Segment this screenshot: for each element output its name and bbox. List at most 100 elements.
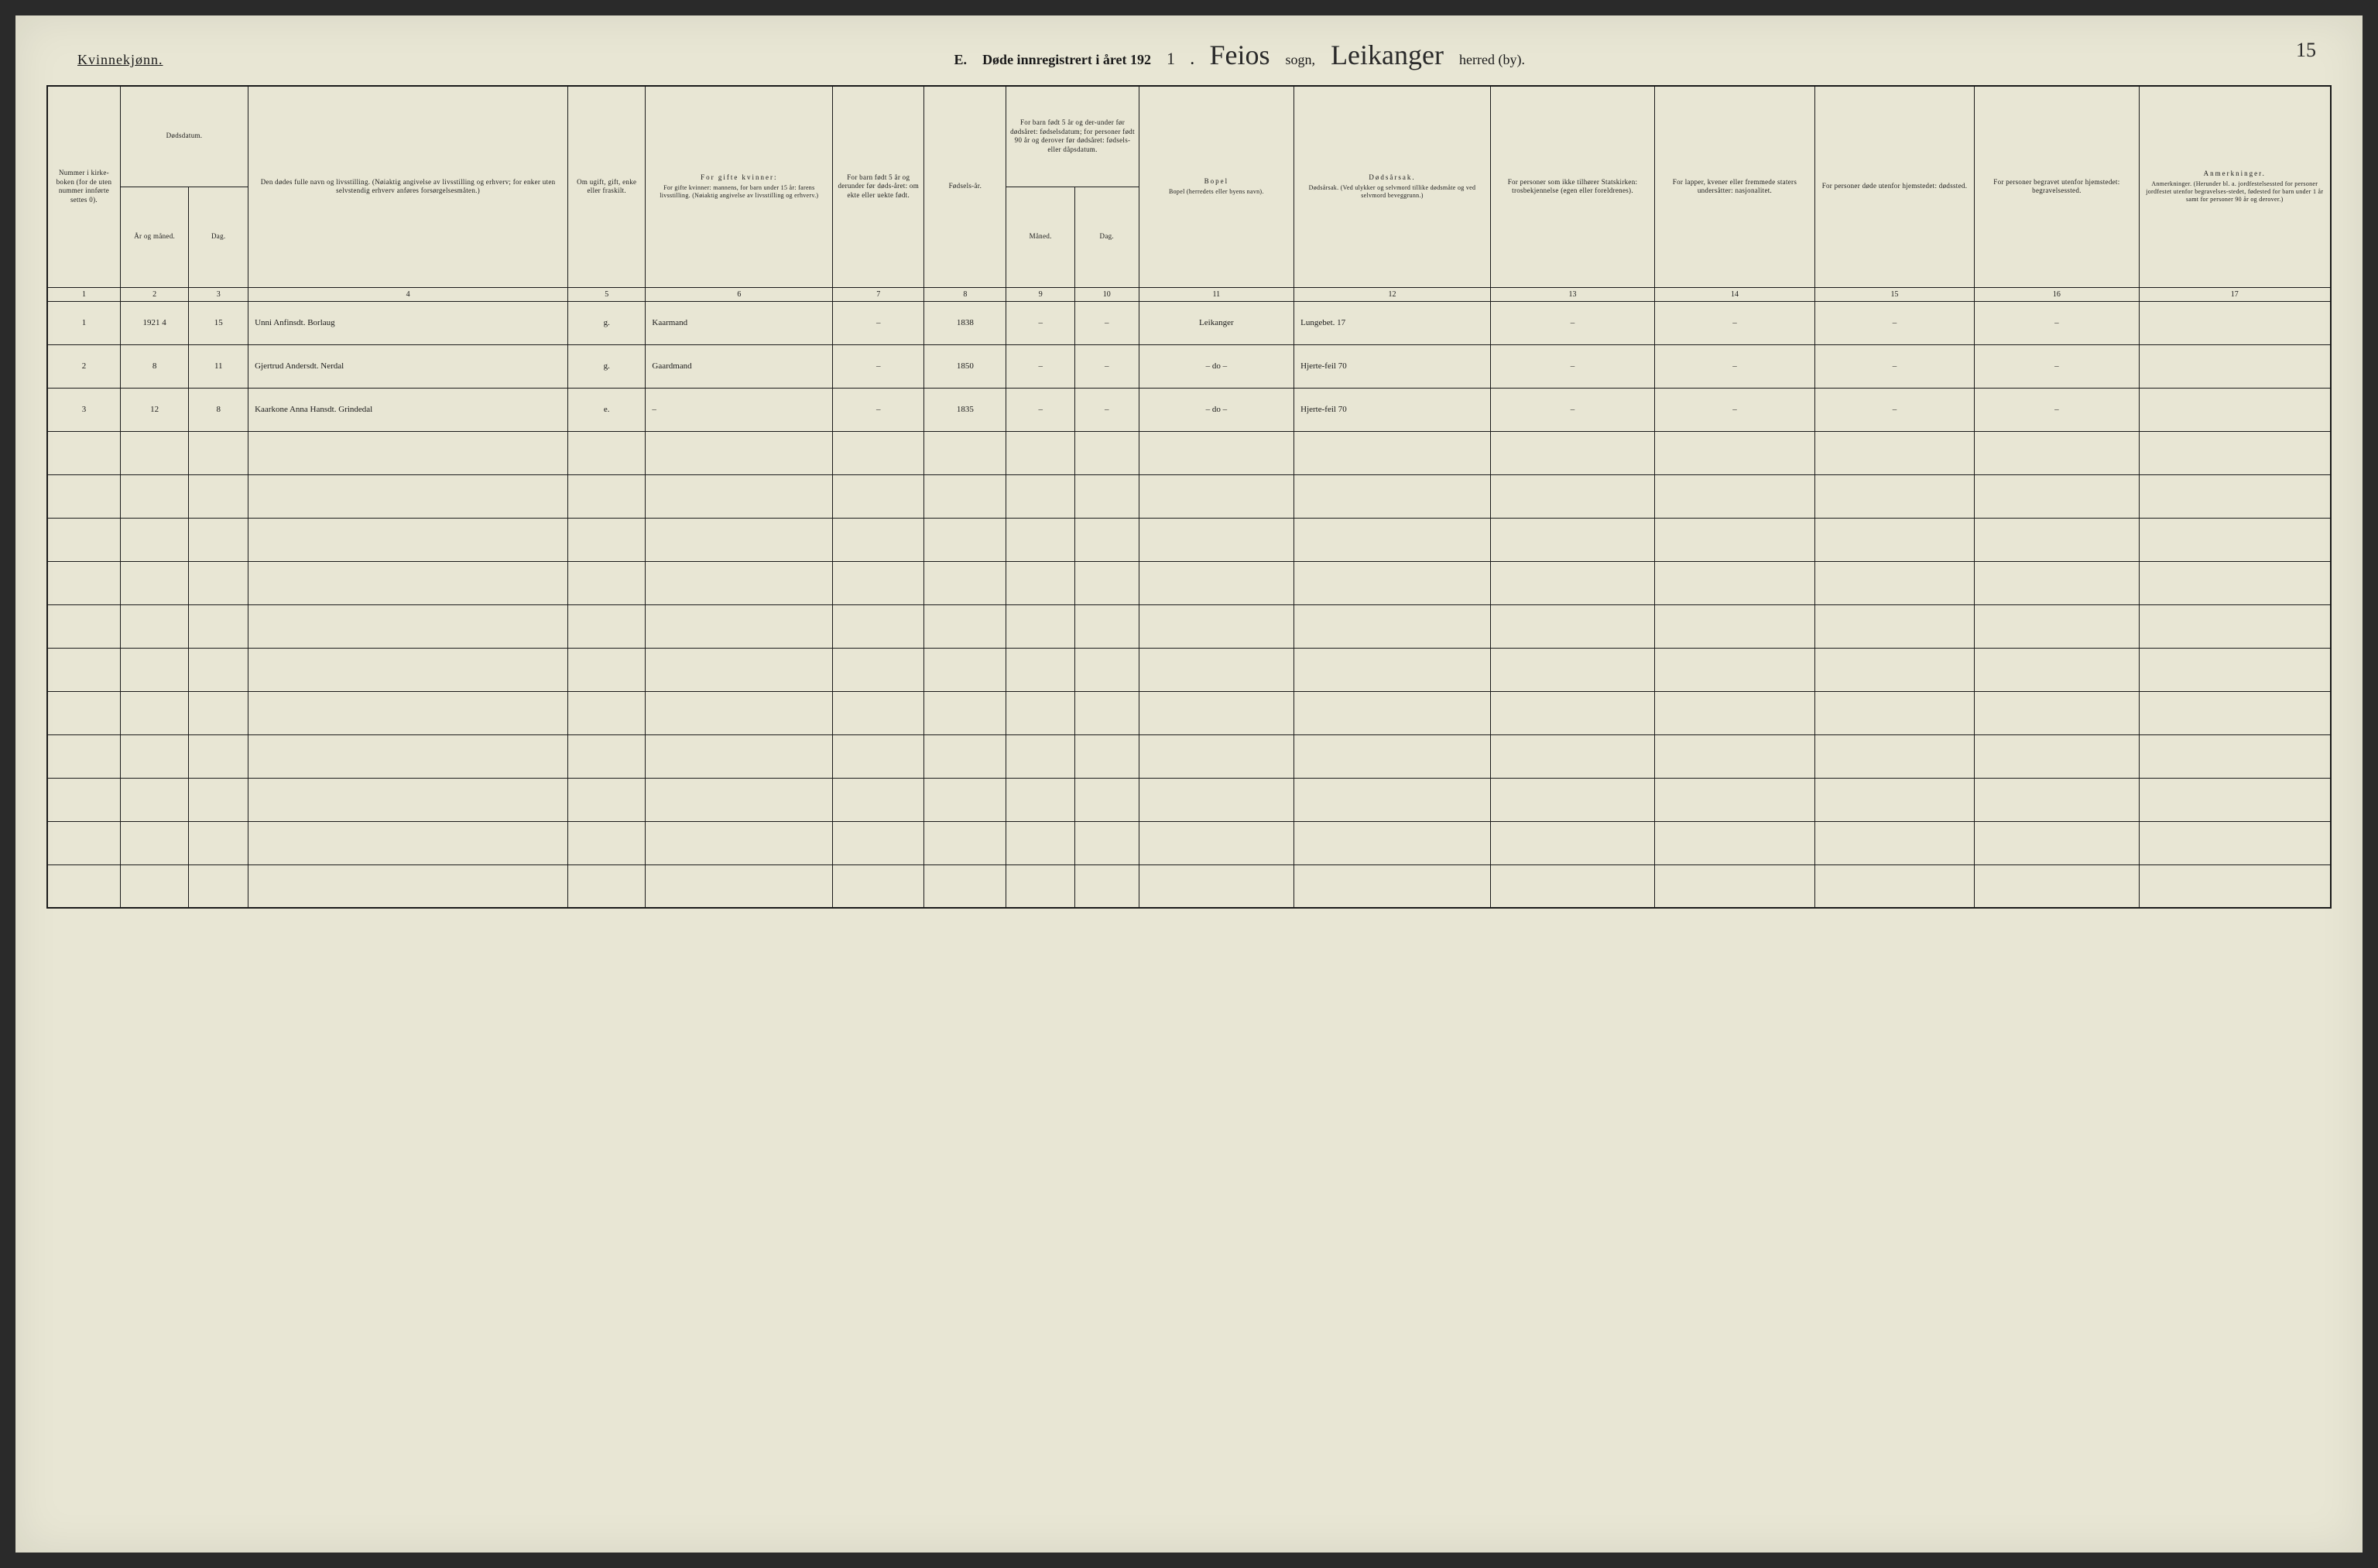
cell-empty	[120, 821, 189, 864]
cell-empty	[646, 734, 833, 778]
cell-empty	[2139, 691, 2331, 734]
cell-empty	[833, 778, 924, 821]
cell-empty	[568, 474, 646, 518]
sogn-label: sogn,	[1286, 52, 1316, 68]
cell: –	[833, 301, 924, 344]
cell-empty	[1006, 561, 1075, 604]
cell-empty	[924, 864, 1006, 908]
cell-empty	[924, 518, 1006, 561]
cell-empty	[120, 431, 189, 474]
cell: –	[1975, 388, 2139, 431]
cell-empty	[120, 561, 189, 604]
cell-empty	[1294, 778, 1491, 821]
cell-empty	[833, 821, 924, 864]
cell-empty	[189, 648, 248, 691]
cell-empty	[568, 604, 646, 648]
table-row-empty	[47, 734, 2331, 778]
cell-empty	[1490, 648, 1654, 691]
cell-empty	[2139, 864, 2331, 908]
herred-label: herred (by).	[1459, 52, 1525, 68]
table-row-empty	[47, 474, 2331, 518]
cell-empty	[47, 734, 120, 778]
cell-empty	[248, 864, 568, 908]
cell-empty	[1074, 821, 1139, 864]
cell-empty	[1074, 691, 1139, 734]
col-header: Den dødes fulle navn og livsstilling. (N…	[248, 86, 568, 287]
colnum: 8	[924, 287, 1006, 301]
cell-empty	[1006, 691, 1075, 734]
cell-empty	[189, 561, 248, 604]
table-row: 2 8 11 Gjertrud Andersdt. Nerdal g. Gaar…	[47, 344, 2331, 388]
table-head: Nummer i kirke-boken (for de uten nummer…	[47, 86, 2331, 287]
cell-empty	[189, 431, 248, 474]
cell-name: Unni Anfinsdt. Borlaug	[248, 301, 568, 344]
cell-empty	[833, 604, 924, 648]
cell-empty	[1655, 648, 1815, 691]
cell: –	[1006, 344, 1075, 388]
cell: –	[1490, 388, 1654, 431]
gender-label: Kvinnekjønn.	[77, 52, 163, 68]
cell-empty	[568, 821, 646, 864]
table-row: 3 12 8 Kaarkone Anna Hansdt. Grindedal e…	[47, 388, 2331, 431]
cell: –	[1655, 344, 1815, 388]
cell-empty	[1814, 648, 1975, 691]
cell-day: 11	[189, 344, 248, 388]
cell-empty	[646, 604, 833, 648]
cell-empty	[1814, 821, 1975, 864]
cell-empty	[120, 734, 189, 778]
cell-empty	[189, 821, 248, 864]
cell-empty	[1294, 648, 1491, 691]
table-row-empty	[47, 864, 2331, 908]
cell-cause: Hjerte-feil 70	[1294, 388, 1491, 431]
cell-num: 2	[47, 344, 120, 388]
cell	[2139, 344, 2331, 388]
cell-empty	[1655, 691, 1815, 734]
colnum: 7	[833, 287, 924, 301]
cell: –	[833, 344, 924, 388]
table-row-empty	[47, 604, 2331, 648]
cell-empty	[47, 604, 120, 648]
col-header: Nummer i kirke-boken (for de uten nummer…	[47, 86, 120, 287]
cell: –	[1655, 388, 1815, 431]
table-row-empty	[47, 821, 2331, 864]
cell-empty	[1655, 734, 1815, 778]
cell-empty	[1074, 734, 1139, 778]
col-header: For personer begravet utenfor hjemstedet…	[1975, 86, 2139, 287]
cell-empty	[1814, 864, 1975, 908]
cell-empty	[1006, 778, 1075, 821]
cell-empty	[1294, 561, 1491, 604]
cell-empty	[189, 778, 248, 821]
cell-empty	[568, 561, 646, 604]
cell-empty	[120, 864, 189, 908]
cell-empty	[646, 518, 833, 561]
colnum: 14	[1655, 287, 1815, 301]
cell-empty	[1490, 604, 1654, 648]
cell-residence: Leikanger	[1139, 301, 1294, 344]
cell: –	[1490, 344, 1654, 388]
cell-empty	[646, 821, 833, 864]
cell-empty	[1490, 561, 1654, 604]
table-row-empty	[47, 561, 2331, 604]
cell-empty	[1074, 778, 1139, 821]
cell-empty	[1294, 604, 1491, 648]
cell-empty	[1490, 864, 1654, 908]
cell-spouse: Gaardmand	[646, 344, 833, 388]
cell-empty	[248, 691, 568, 734]
cell-empty	[1074, 474, 1139, 518]
cell-empty	[1975, 604, 2139, 648]
cell-empty	[2139, 734, 2331, 778]
cell-day: 8	[189, 388, 248, 431]
cell-empty	[248, 431, 568, 474]
cell-empty	[924, 431, 1006, 474]
col-header-text: For gifte kvinner:	[701, 173, 778, 181]
cell-empty	[189, 518, 248, 561]
cell-empty	[646, 778, 833, 821]
table-row: 1 1921 4 15 Unni Anfinsdt. Borlaug g. Ka…	[47, 301, 2331, 344]
cell-empty	[2139, 821, 2331, 864]
cell-empty	[1655, 604, 1815, 648]
cell-empty	[1490, 734, 1654, 778]
cell-empty	[248, 518, 568, 561]
cell-empty	[1975, 691, 2139, 734]
table-row-empty	[47, 778, 2331, 821]
cell-empty	[120, 604, 189, 648]
